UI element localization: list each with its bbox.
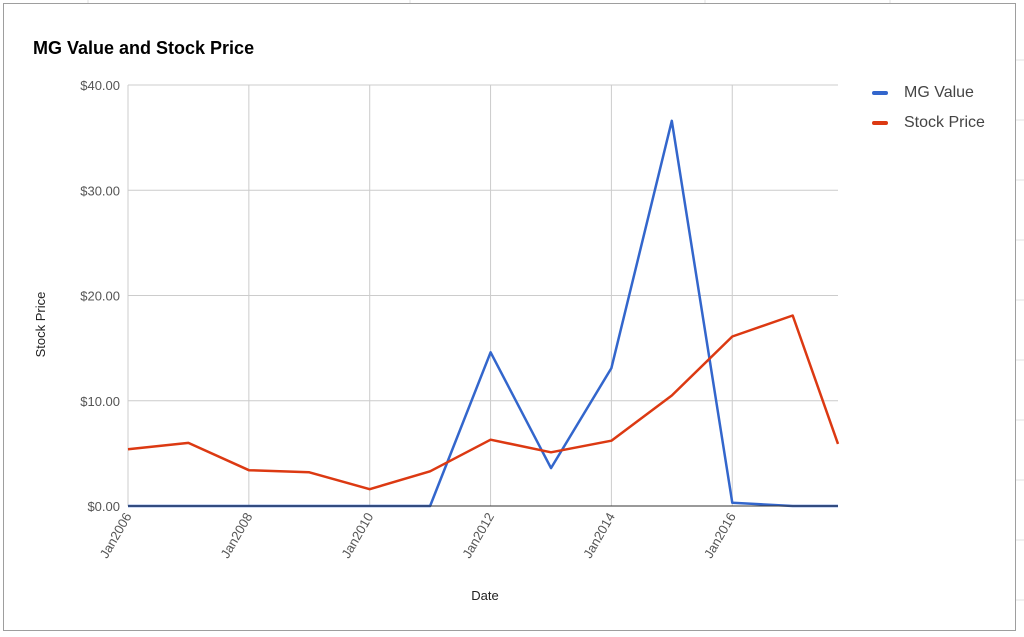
y-tick-label: $10.00 [80, 394, 120, 409]
chart-container[interactable]: MG Value and Stock Price $0.00 $10.00 $20.… [3, 3, 1016, 631]
legend-swatch-mg-value [872, 91, 888, 95]
x-tick-label: Jan2012 [459, 510, 497, 561]
x-axis-title: Date [471, 588, 498, 603]
x-tick-label: Jan2010 [338, 510, 376, 561]
chart-title: MG Value and Stock Price [33, 38, 255, 58]
legend-label: Stock Price [904, 114, 985, 131]
legend-label: MG Value [904, 84, 974, 101]
x-tick-label: Jan2006 [97, 510, 135, 561]
chart-legend: MG Value Stock Price [872, 78, 985, 138]
legend-item-mg-value[interactable]: MG Value [872, 78, 985, 108]
x-axis-ticks: Jan2006 Jan2008 Jan2010 Jan2012 Jan2014 Jan20… [97, 510, 739, 561]
series-line-stock-price[interactable] [127, 314, 840, 491]
series-line-mg-value[interactable] [128, 119, 838, 508]
y-axis-title: Stock Price [33, 292, 48, 358]
legend-item-stock-price[interactable]: Stock Price [872, 108, 985, 138]
gridlines [127, 84, 838, 506]
y-tick-label: $40.00 [80, 78, 120, 93]
line-chart[interactable]: $0.00$10.00$20.00$30.00$40.00 Jan2006 Jan… [4, 4, 1017, 632]
y-tick-label: $0.00 [87, 499, 120, 514]
legend-swatch-stock-price [872, 121, 888, 125]
x-tick-label: Jan2008 [218, 510, 256, 561]
x-tick-label: Jan2016 [701, 510, 739, 561]
y-tick-label: $20.00 [80, 289, 120, 304]
y-axis-ticks: $0.00 $10.00 $20.00 $30.00 $40.00 [80, 78, 120, 514]
series-lines[interactable] [127, 119, 840, 508]
x-tick-label: Jan2014 [580, 510, 618, 561]
y-tick-label: $30.00 [80, 183, 120, 198]
